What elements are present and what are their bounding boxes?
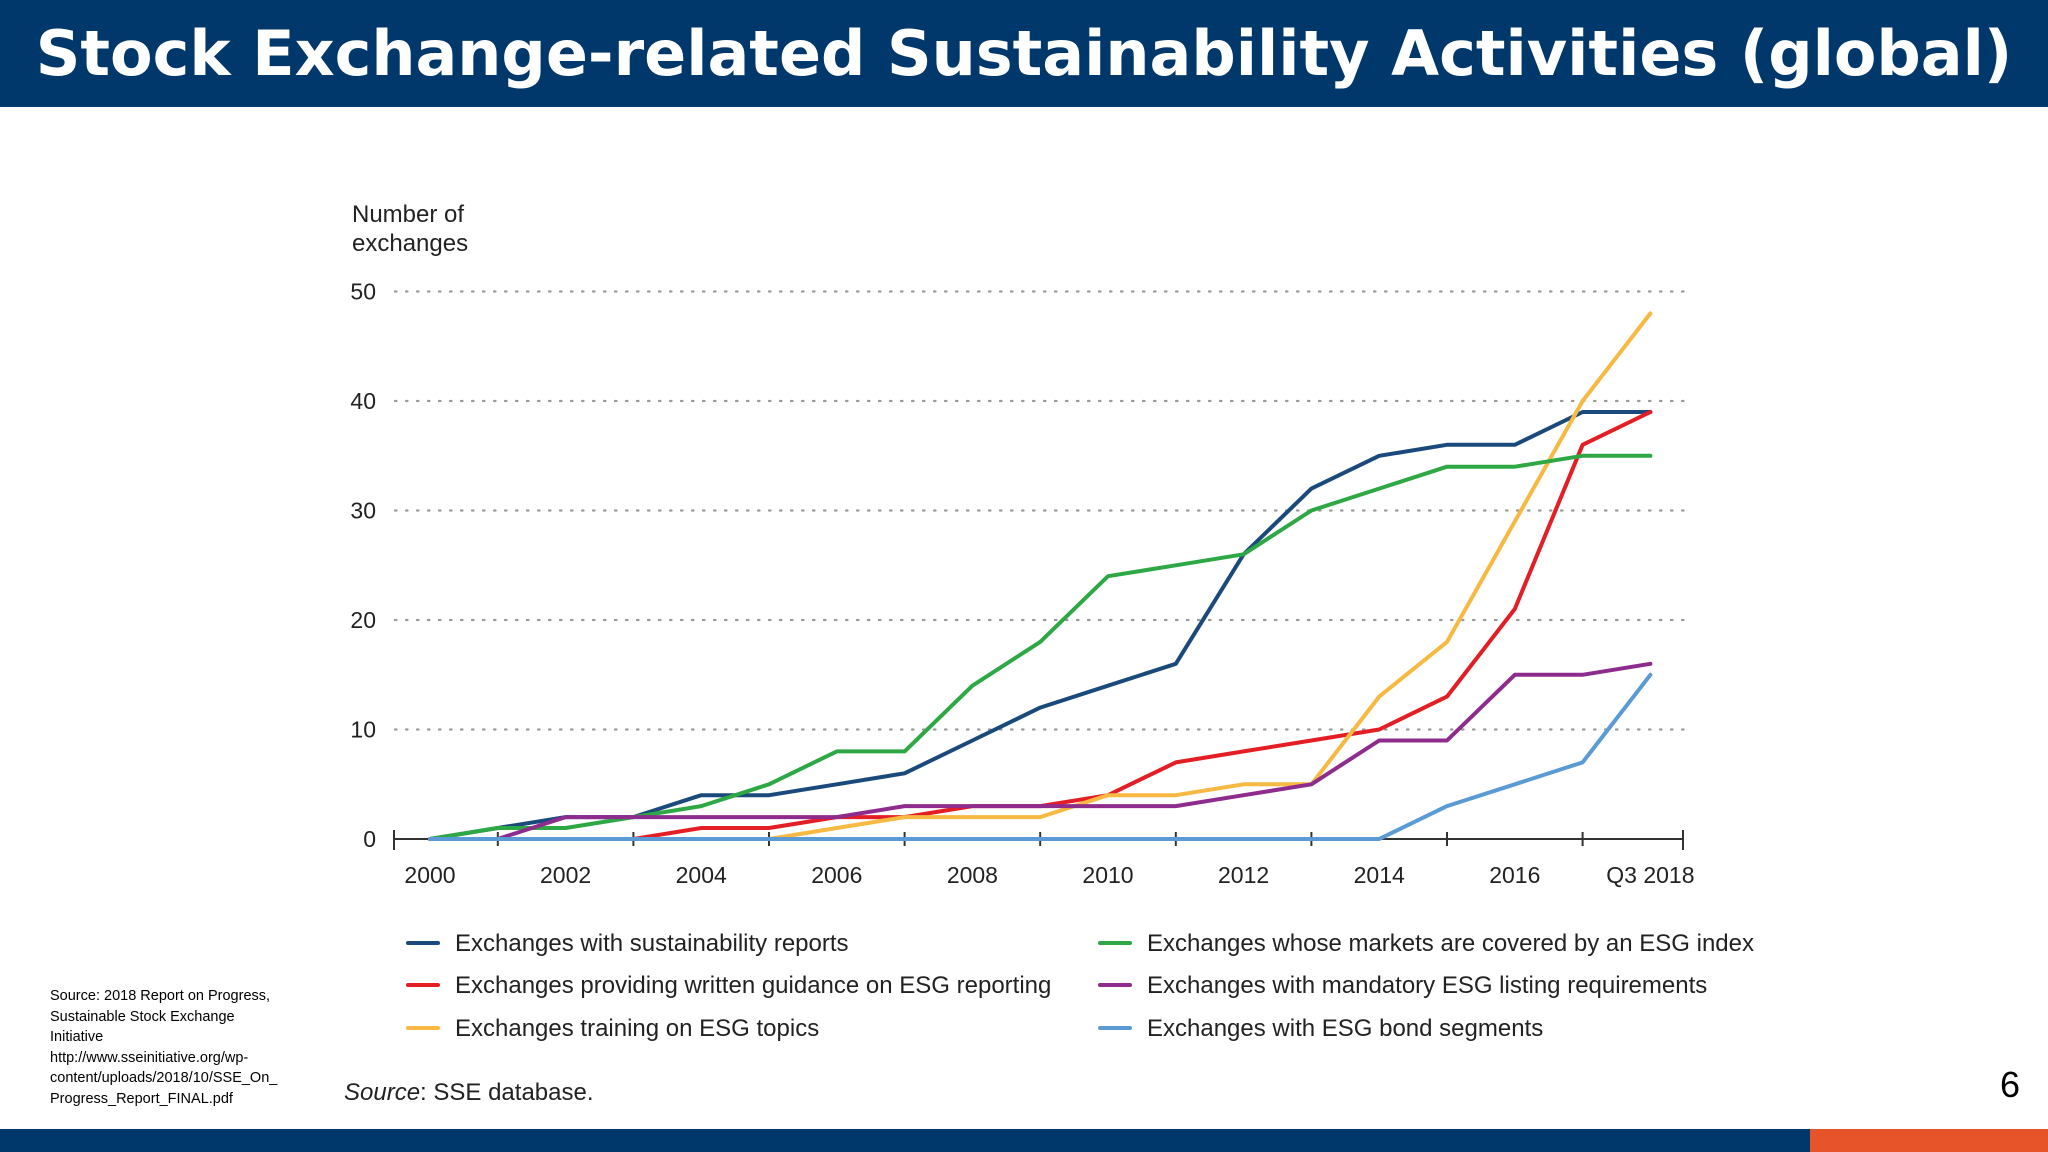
title-bar: Stock Exchange-related Sustainability Ac… — [0, 0, 2048, 107]
source-note-line: Progress_Report_FINAL.pdf — [50, 1090, 233, 1107]
source-note-line: http://www.sseinitiative.org/wp- — [50, 1049, 249, 1066]
legend-label: Exchanges whose markets are covered by a… — [1147, 930, 1754, 957]
slide-title: Stock Exchange-related Sustainability Ac… — [35, 17, 2013, 90]
y-tick-labels: 0 10 20 30 40 50 — [350, 279, 376, 853]
y-tick-label: 50 — [350, 279, 376, 305]
x-tick-label: 2006 — [811, 862, 862, 888]
x-tick-label: 2016 — [1489, 862, 1540, 888]
legend-label: Exchanges with sustainability reports — [455, 930, 849, 957]
x-tick-label: 2014 — [1354, 862, 1405, 888]
x-tick-label: 2010 — [1082, 862, 1133, 888]
legend-label: Exchanges providing written guidance on … — [455, 972, 1051, 999]
x-tick-label: 2000 — [404, 862, 455, 888]
source-label-rest: : SSE database. — [420, 1079, 593, 1106]
y-axis-label-line: exchanges — [352, 230, 468, 257]
legend-label: Exchanges training on ESG topics — [455, 1015, 819, 1042]
x-tick-label: 2008 — [947, 862, 998, 888]
chart-source-text: Source: SSE database. — [344, 1079, 594, 1106]
x-tick-label: 2012 — [1218, 862, 1269, 888]
source-note-line: Sustainable Stock Exchange — [50, 1008, 235, 1025]
y-axis-label-line: Number of — [352, 201, 464, 228]
y-tick-label: 20 — [350, 607, 376, 633]
series-line-4 — [428, 453, 1653, 841]
series-line-1 — [428, 410, 1653, 841]
series-line-6 — [428, 672, 1653, 841]
y-tick-label: 30 — [350, 498, 376, 524]
legend-label: Exchanges with ESG bond segments — [1147, 1015, 1543, 1042]
x-tick-labels: 2000 2002 2004 2006 2008 2010 2012 2014 2016 Q3 2… — [404, 862, 1694, 888]
page-number: 6 — [1999, 1064, 2020, 1105]
source-note: Source: 2018 Report on Progress, Sustaina… — [50, 986, 300, 1109]
source-note-line: Source: 2018 Report on Progress, — [50, 988, 271, 1004]
y-tick-label: 0 — [363, 826, 376, 852]
series-line-2 — [428, 410, 1653, 841]
source-label-italic: Source — [344, 1079, 420, 1106]
gridlines — [393, 290, 1692, 731]
legend-label: Exchanges with mandatory ESG listing req… — [1147, 972, 1707, 999]
y-tick-label: 10 — [350, 717, 376, 743]
x-tick-label: 2004 — [676, 862, 727, 888]
source-note-line: content/uploads/2018/10/SSE_On_ — [50, 1070, 278, 1086]
y-tick-label: 40 — [350, 388, 376, 414]
legend: Exchanges with sustainability reports Exc… — [406, 930, 1754, 1042]
footer-bar — [0, 1129, 1810, 1152]
series-line-3 — [428, 311, 1653, 841]
source-note-line: Initiative — [50, 1029, 104, 1045]
footer-accent — [1810, 1129, 2048, 1152]
x-tick-label: 2002 — [540, 862, 591, 888]
x-tick-label: Q3 2018 — [1606, 862, 1694, 888]
series-lines — [428, 311, 1653, 841]
series-line-5 — [428, 661, 1653, 841]
